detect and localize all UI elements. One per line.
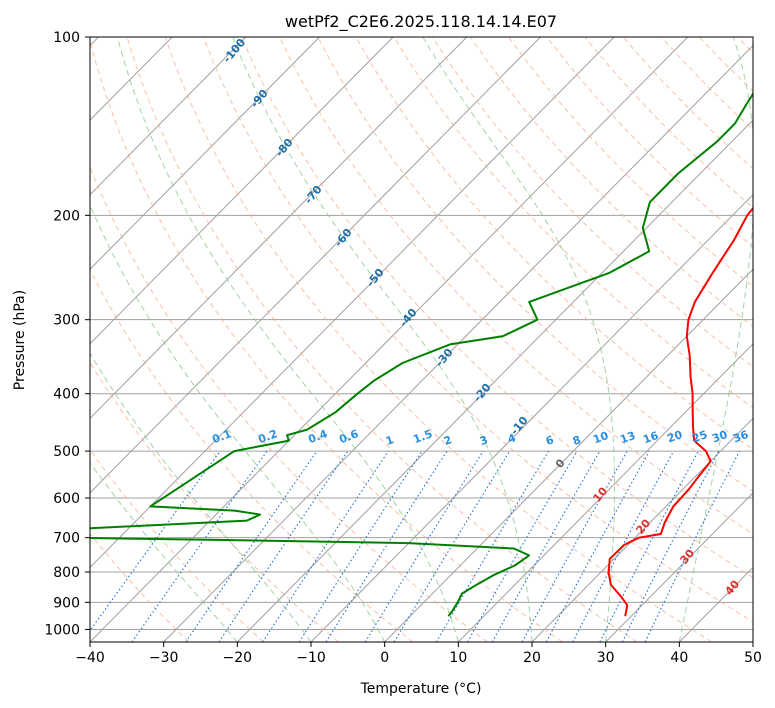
dry-adiabat <box>469 37 753 328</box>
mixing-ratio-line <box>644 450 740 642</box>
x-tick-label: 30 <box>597 650 615 666</box>
x-tick-label: −30 <box>149 650 179 666</box>
label-mixing-ratio-12: 13 <box>618 429 637 446</box>
label-mixing-ratio-0: 0.1 <box>210 427 233 446</box>
x-tick-label: 40 <box>670 650 688 666</box>
series-layer <box>90 92 753 617</box>
x-tick-label: 10 <box>449 650 467 666</box>
dry-adiabat <box>90 268 414 642</box>
isotherm--60 <box>90 37 541 494</box>
mixing-ratio-line <box>90 450 221 632</box>
label-mixing-ratio-5: 1.5 <box>411 427 434 446</box>
moist-adiabat <box>90 461 238 642</box>
label-mixing-ratio-14: 20 <box>665 428 684 446</box>
axes-layer: −40 −30 −20 −10 0 10 20 30 40 5010020030040050060… <box>44 30 762 666</box>
y-tick-label: 400 <box>53 387 80 403</box>
dry-adiabat <box>126 37 638 642</box>
isotherm-0 <box>384 268 753 642</box>
y-tick-label: 100 <box>53 30 80 46</box>
mixing-ratio-line <box>185 450 318 642</box>
label-mixing-ratio-9: 6 <box>544 433 556 448</box>
mixing-ratio-line <box>325 450 448 642</box>
dry-adiabat <box>90 39 563 642</box>
isotherm--70 <box>90 37 468 420</box>
label-mixing-ratio-1: 0.2 <box>256 427 279 446</box>
moist-adiabat <box>678 37 753 642</box>
isotherm--50 <box>90 37 615 569</box>
label-mixing-ratio-6: 2 <box>442 433 454 448</box>
label-mixing-ratio-13: 16 <box>641 429 660 447</box>
dry-adiabat <box>90 361 339 642</box>
mixing-ratio-line <box>491 450 601 642</box>
dry-adiabat <box>164 37 712 642</box>
y-tick-label: 600 <box>53 491 80 507</box>
label-mixing-ratio-3: 0.6 <box>337 427 360 446</box>
dewpoint-line <box>90 92 753 617</box>
label-mixing-ratio-8: 4 <box>506 431 518 446</box>
moist-adiabat <box>116 37 459 642</box>
dry-adiabat <box>90 532 190 642</box>
label-mixing-ratio-15: 25 <box>690 428 709 445</box>
mixing-ratio-line <box>298 450 423 642</box>
y-tick-label: 900 <box>53 595 80 611</box>
dry-adiabat <box>355 37 753 450</box>
x-tick-label: 20 <box>523 650 541 666</box>
dry-adiabat <box>90 165 488 642</box>
x-tick-label: 0 <box>380 650 389 666</box>
mixing-ratio-line <box>131 450 268 642</box>
y-tick-label: 800 <box>53 565 80 581</box>
x-tick-label: −20 <box>223 650 253 666</box>
moist-adiabat <box>90 203 386 642</box>
mixing-ratio-line <box>621 450 720 642</box>
mixing-ratio-line <box>545 450 650 642</box>
mixing-ratio-line <box>364 450 484 642</box>
label-mixing-ratio-4: 1 <box>384 433 396 448</box>
mixing-ratio-line <box>262 450 389 642</box>
isotherm--80 <box>90 37 394 345</box>
y-tick-label: 200 <box>53 208 80 224</box>
y-tick-label: 700 <box>53 531 80 547</box>
moist-adiabat <box>422 37 615 642</box>
y-tick-label: 500 <box>53 444 80 460</box>
moist-adiabat <box>232 37 533 642</box>
y-tick-label: 1000 <box>44 622 80 638</box>
x-axis-title: Temperature (°C) <box>360 681 482 697</box>
mixing-ratio-line <box>218 450 349 642</box>
x-tick-label: −40 <box>75 650 105 666</box>
isotherm-10 <box>457 343 753 642</box>
y-tick-label: 300 <box>53 313 80 329</box>
label-mixing-ratio-2: 0.4 <box>306 427 329 446</box>
moist-adiabat <box>90 352 312 642</box>
isotherm--40 <box>90 37 689 642</box>
isotherm--100 <box>90 37 247 196</box>
label-mixing-ratio-7: 3 <box>478 433 490 448</box>
label-mixing-ratio-10: 8 <box>571 433 583 448</box>
isotherm--90 <box>90 37 320 270</box>
chart-title: wetPf2_C2E6.2025.118.14.14.E07 <box>285 12 557 32</box>
dry-adiabat <box>317 37 753 492</box>
label-mixing-ratio-17: 36 <box>731 428 750 446</box>
y-axis-title: Pressure (hPa) <box>12 290 28 390</box>
mixing-ratio-line <box>521 450 628 642</box>
temperature-line <box>607 206 753 617</box>
isotherm--10 <box>310 193 753 642</box>
x-tick-label: 50 <box>744 650 762 666</box>
isotherm-50 <box>752 641 753 642</box>
label-mixing-ratio-16: 30 <box>710 428 729 446</box>
plot-frame <box>89 36 754 643</box>
x-tick-label: −10 <box>296 650 326 666</box>
isotherm-30 <box>605 492 753 642</box>
label-mixing-ratio-11: 10 <box>591 429 610 447</box>
plot-background <box>90 37 753 642</box>
mixing-ratio-line <box>393 450 511 642</box>
